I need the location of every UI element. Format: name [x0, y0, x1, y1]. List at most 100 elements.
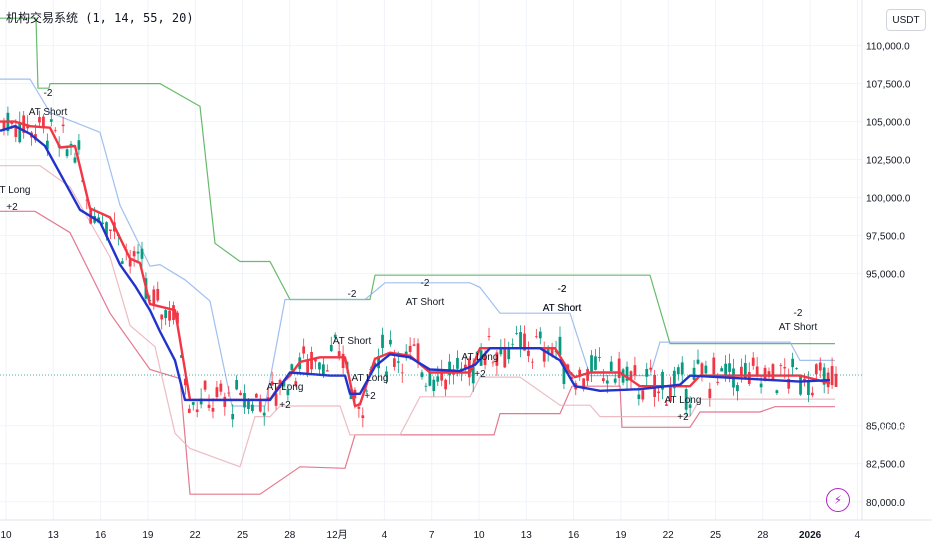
signal-label: AT Short	[543, 303, 582, 314]
candle-body	[416, 343, 420, 364]
candle-body	[676, 367, 680, 375]
candle-body	[69, 143, 73, 146]
candle-body	[586, 368, 589, 381]
candle-body	[740, 366, 743, 376]
band-lower_20	[0, 210, 835, 495]
candle-body	[511, 343, 515, 345]
candle-body	[763, 367, 767, 380]
candle-body	[822, 367, 826, 385]
signal-delta: +2	[364, 391, 376, 402]
candle-body	[807, 381, 810, 396]
candle-body	[558, 336, 562, 356]
candle-body	[436, 376, 440, 382]
candle-body	[444, 379, 448, 390]
price-tick-label: 85,000.0	[866, 422, 905, 433]
candle-body	[491, 362, 495, 364]
time-tick-label: 28	[757, 530, 769, 541]
candle-body	[515, 333, 518, 334]
candle-body	[318, 362, 321, 370]
candle-body	[365, 390, 369, 392]
candle-body	[432, 379, 436, 392]
signal-label: AT Long	[267, 382, 304, 393]
candle-body	[180, 355, 183, 358]
candle-body	[42, 116, 45, 129]
signal-label: AT Short	[779, 322, 818, 333]
candle-body	[657, 391, 660, 394]
time-tick-label: 10	[473, 530, 485, 541]
price-tag-lower20: 86,350.00	[880, 423, 928, 435]
signal-delta: -2	[558, 284, 567, 295]
candle-body	[389, 339, 392, 345]
grid	[0, 0, 862, 520]
candle-body	[172, 305, 175, 321]
price-axis: 110,000.0 107,500.0 105,000.0 102,500.0 100,…	[866, 42, 911, 509]
candle-body	[542, 349, 546, 362]
candle-body	[251, 404, 254, 411]
indicator-title[interactable]: 机构交易系统 (1, 14, 55, 20)	[6, 11, 194, 25]
price-tag-upper55-green: 90,368.00	[880, 310, 928, 322]
candle-body	[396, 361, 400, 363]
time-tick-label: 16	[568, 530, 580, 541]
price-tag-lower55: 86,750.00	[880, 404, 928, 416]
candle-body	[775, 390, 779, 394]
candle-body	[613, 378, 617, 383]
candle-body	[507, 348, 511, 360]
candle-body	[404, 351, 408, 355]
candle-body	[649, 367, 653, 370]
time-tick-label: 22	[663, 530, 675, 541]
candle-body	[26, 125, 30, 129]
candle-body	[101, 222, 104, 225]
candle-body	[156, 288, 160, 301]
price-tick-label: 107,500.0	[866, 80, 911, 91]
candle-body	[728, 363, 731, 372]
candle-body	[771, 364, 775, 380]
candle-body	[294, 381, 298, 387]
time-tick-label: 16	[95, 530, 107, 541]
candle-body	[724, 363, 727, 376]
time-tick-label: 19	[615, 530, 627, 541]
indicator-lines	[0, 17, 835, 495]
candle-body	[538, 331, 542, 339]
candle-body	[483, 353, 487, 365]
currency-selector[interactable]: USDT	[886, 9, 926, 31]
candle-body	[463, 364, 467, 370]
lightning-icon[interactable]: ⚡	[826, 488, 850, 512]
candle-body	[767, 371, 771, 378]
candle-body	[692, 367, 696, 380]
candle-body	[736, 385, 739, 392]
time-tick-label: 7	[429, 530, 435, 541]
signal-label: AT Long	[352, 373, 389, 384]
price-tick-label: 95,000.0	[866, 270, 905, 281]
candle-body	[566, 364, 570, 369]
candle-body	[329, 344, 333, 352]
price-tick-label: 102,500.0	[866, 156, 911, 167]
candle-body	[755, 366, 759, 375]
candle-body	[207, 404, 211, 408]
signal-delta: -2	[348, 289, 357, 300]
candle-body	[337, 351, 341, 357]
candle-body	[743, 363, 747, 379]
candle-body	[550, 347, 554, 356]
price-tag-trail-red: 88,206.34	[880, 329, 928, 341]
time-tick-label: 4	[382, 530, 388, 541]
candle-body	[519, 332, 522, 347]
price-tag-last-price: 87,925.7	[883, 367, 925, 379]
signal-labels: -2 AT Short +2 AT Long -2 AT Short +2 AT Long -2…	[0, 88, 817, 423]
candle-body	[105, 222, 108, 237]
candle-body	[830, 366, 834, 386]
band-lower_55	[0, 165, 835, 468]
time-tick-label: 19	[142, 530, 154, 541]
candle-body	[199, 398, 203, 405]
candle-body	[696, 359, 700, 364]
candle-body	[191, 402, 195, 405]
candle-body	[270, 381, 274, 386]
price-tick-label: 80,000.0	[866, 498, 905, 509]
candle-body	[235, 379, 239, 390]
candle-body	[77, 140, 81, 150]
candle-body	[231, 413, 235, 420]
candle-body	[578, 369, 582, 377]
time-tick-label: 28	[284, 530, 296, 541]
candle-body	[408, 345, 412, 352]
time-tick-label: 4	[855, 530, 861, 541]
